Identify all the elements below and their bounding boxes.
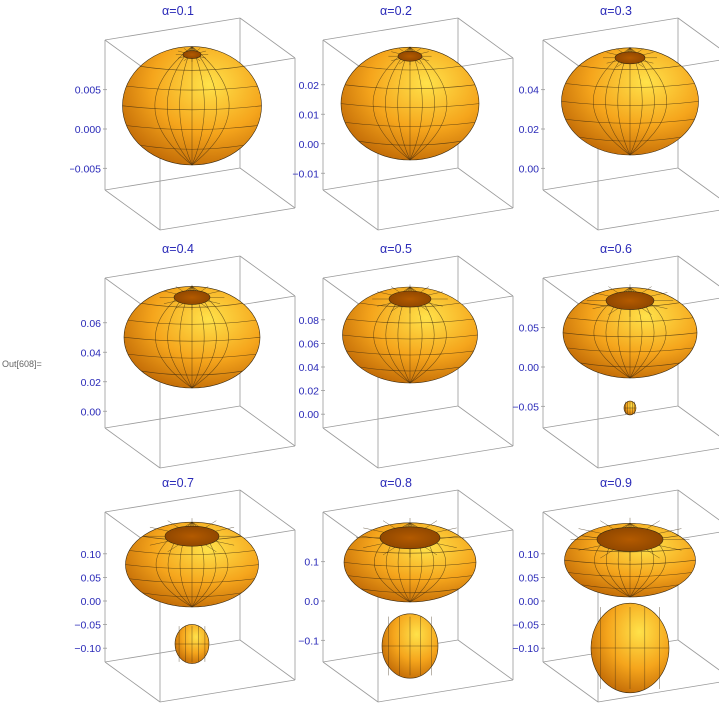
surface-plot: α=0.5 0.08 0.06 0.04 0.02 0.00 [299,242,514,469]
top-opening [397,50,423,62]
z-tick-label: 0.02 [299,386,320,398]
top-opening [173,290,211,305]
output-label: Out[608]= [2,359,42,369]
z-tick-label: 0.04 [299,362,320,374]
top-opening [388,290,432,308]
surface-body [122,46,262,166]
z-tick-label: −0.05 [512,401,539,413]
z-tick-label: 0.0 [304,596,319,608]
z-tick-label: 0.10 [81,549,102,561]
z-tick-label: 0.08 [299,315,320,327]
top-opening [614,51,646,65]
chart-panel: α=0.1 0.005 0.000 −0.005 [70,0,310,241]
chart-title: α=0.4 [162,242,194,256]
z-tick-label: −0.05 [74,620,101,632]
surface-plot: α=0.3 0.04 0.02 0.00 [519,4,719,231]
chart-panel: α=0.4 0.06 0.04 0.02 0.00 [70,238,310,479]
surface-plot: α=0.1 0.005 0.000 −0.005 [70,4,296,231]
surface-body [340,46,480,161]
z-tick-label: −0.01 [292,168,319,180]
z-tick-label: 0.05 [519,572,540,584]
z-tick-label: 0.1 [304,557,319,569]
z-tick-label: −0.005 [70,163,101,175]
z-tick-label: 0.06 [81,318,102,330]
surface-plot: α=0.2 0.02 0.01 0.00 −0.01 [292,4,514,231]
z-tick-label: 0.02 [81,377,102,389]
z-tick-label: 0.000 [75,124,101,136]
chart-panel: α=0.7 0.10 0.05 0.00 −0.05 −0.10 [70,472,310,713]
z-tick-label: 0.00 [299,139,320,151]
surface-body [123,284,261,389]
top-opening [596,527,664,552]
z-tick-label: 0.04 [519,85,540,97]
chart-panel: α=0.5 0.08 0.06 0.04 0.02 0.00 [288,238,528,479]
chart-title: α=0.2 [380,4,412,18]
chart-panel: α=0.6 0.05 0.00 −0.05 [508,238,719,479]
chart-panel: α=0.8 0.1 0.0 −0.1 [288,472,528,713]
z-tick-label: 0.06 [299,338,320,350]
z-tick-label: 0.02 [519,124,540,136]
top-opening [379,526,441,550]
surface-plot: α=0.7 0.10 0.05 0.00 −0.05 −0.10 [74,476,296,703]
surface-body [561,47,699,156]
chart-title: α=0.8 [380,476,412,490]
z-tick-label: 0.00 [81,406,102,418]
z-tick-label: 0.01 [299,109,320,121]
z-tick-label: 0.05 [519,323,540,335]
z-tick-label: 0.005 [75,85,101,97]
z-tick-label: 0.00 [519,596,540,608]
top-opening [182,50,202,59]
chart-panel: α=0.2 0.02 0.01 0.00 −0.01 [288,0,528,241]
z-tick-label: 0.00 [519,163,540,175]
top-opening [164,525,220,547]
z-tick-label: −0.10 [74,643,101,655]
surface-body [562,284,698,416]
surface-body [125,518,259,664]
surface-plot: α=0.8 0.1 0.0 −0.1 [298,476,514,703]
chart-panel: α=0.3 0.04 0.02 0.00 [508,0,719,241]
surface-plot: α=0.9 0.10 0.05 0.00 −0.05 −0.10 [512,476,719,703]
z-tick-label: 0.00 [299,409,320,421]
chart-title: α=0.3 [600,4,632,18]
chart-title: α=0.7 [162,476,194,490]
chart-title: α=0.9 [600,476,632,490]
z-tick-label: 0.02 [299,80,320,92]
top-opening [605,291,655,310]
chart-title: α=0.1 [162,4,194,18]
surface-body [343,518,477,679]
surface-plot: α=0.6 0.05 0.00 −0.05 [512,242,719,469]
surface-plot: α=0.4 0.06 0.04 0.02 0.00 [81,242,296,469]
z-tick-label: −0.05 [512,620,539,632]
z-tick-label: 0.00 [81,596,102,608]
z-tick-label: 0.05 [81,572,102,584]
chart-title: α=0.5 [380,242,412,256]
z-tick-label: 0.00 [519,362,540,374]
chart-title: α=0.6 [600,242,632,256]
surface-body [564,517,696,694]
surface-body [342,284,478,384]
z-tick-label: 0.10 [519,549,540,561]
z-tick-label: −0.10 [512,643,539,655]
z-tick-label: 0.04 [81,347,102,359]
chart-panel: α=0.9 0.10 0.05 0.00 −0.05 −0.10 [508,472,719,713]
z-tick-label: −0.1 [298,635,319,647]
